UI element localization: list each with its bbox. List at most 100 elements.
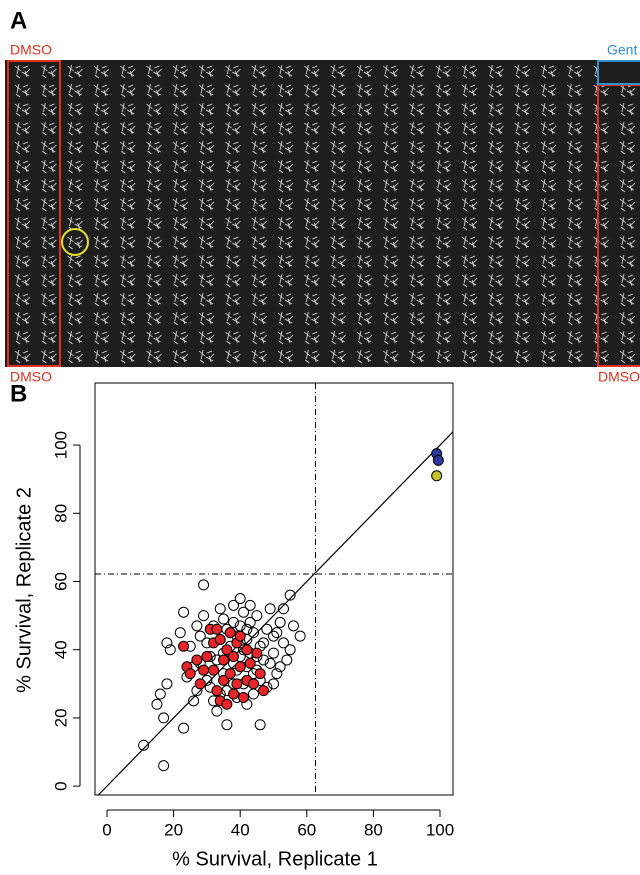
point xyxy=(221,698,233,710)
point xyxy=(211,623,223,635)
point xyxy=(287,620,299,632)
point xyxy=(274,616,286,628)
x-tick-label: 20 xyxy=(164,820,183,839)
point xyxy=(431,470,443,482)
point xyxy=(258,654,270,666)
point xyxy=(178,606,190,618)
point xyxy=(234,630,246,642)
point xyxy=(254,668,266,680)
point xyxy=(224,668,236,680)
point xyxy=(161,678,173,690)
point xyxy=(198,664,210,676)
gent-box xyxy=(597,60,640,85)
point xyxy=(274,661,286,673)
panel-label: B xyxy=(10,380,27,407)
point xyxy=(154,688,166,700)
point xyxy=(218,674,230,686)
point xyxy=(264,657,276,669)
point xyxy=(284,644,296,656)
point xyxy=(228,688,240,700)
point xyxy=(281,654,293,666)
point xyxy=(211,685,223,697)
y-tick-label: 100 xyxy=(51,431,70,459)
identity-line xyxy=(97,431,454,796)
point xyxy=(198,610,210,622)
point xyxy=(432,454,444,466)
point xyxy=(268,678,280,690)
y-tick-label: 60 xyxy=(51,572,70,591)
y-tick-label: 40 xyxy=(51,640,70,659)
point xyxy=(264,603,276,615)
point xyxy=(234,661,246,673)
point xyxy=(248,627,260,639)
highlight-circle xyxy=(61,228,89,256)
worm-wells xyxy=(5,60,640,367)
x-tick-label: 40 xyxy=(231,820,250,839)
point xyxy=(158,712,170,724)
point xyxy=(268,630,280,642)
x-axis-title: % Survival, Replicate 1 xyxy=(172,848,378,870)
point xyxy=(244,616,256,628)
point xyxy=(268,647,280,659)
point xyxy=(191,654,203,666)
point xyxy=(184,668,196,680)
point xyxy=(218,613,230,625)
point xyxy=(228,651,240,663)
x-tick-label: 100 xyxy=(426,820,454,839)
point xyxy=(221,644,233,656)
point xyxy=(224,627,236,639)
y-axis-title: % Survival, Replicate 2 xyxy=(13,487,35,693)
x-tick-label: 80 xyxy=(364,820,383,839)
plot-frame xyxy=(94,382,454,796)
x-tick-label: 0 xyxy=(102,820,111,839)
point xyxy=(241,623,253,635)
point xyxy=(194,678,206,690)
point xyxy=(271,668,283,680)
point xyxy=(178,722,190,734)
point xyxy=(251,647,263,659)
point xyxy=(244,599,256,611)
point xyxy=(238,691,250,703)
well-label: DMSO xyxy=(598,369,640,385)
x-tick-label: 60 xyxy=(297,820,316,839)
point xyxy=(258,685,270,697)
point xyxy=(138,739,150,751)
point xyxy=(164,644,176,656)
point xyxy=(231,678,243,690)
point xyxy=(161,637,173,649)
point xyxy=(228,616,240,628)
point xyxy=(211,705,223,717)
point xyxy=(277,637,289,649)
point xyxy=(241,644,253,656)
well-label: DMSO xyxy=(10,369,52,385)
point xyxy=(244,657,256,669)
point xyxy=(218,654,230,666)
point xyxy=(234,593,246,605)
point xyxy=(174,627,186,639)
well-label: DMSO xyxy=(10,42,52,58)
point xyxy=(271,627,283,639)
point xyxy=(228,599,240,611)
y-tick-label: 80 xyxy=(51,504,70,523)
point xyxy=(277,603,289,615)
well-label: Gent xyxy=(607,42,637,58)
point xyxy=(191,620,203,632)
panel-label: A xyxy=(10,7,27,34)
point xyxy=(151,698,163,710)
point xyxy=(294,630,306,642)
point xyxy=(248,678,260,690)
point xyxy=(178,640,190,652)
point xyxy=(214,603,226,615)
point xyxy=(238,606,250,618)
point xyxy=(284,589,296,601)
point xyxy=(214,633,226,645)
point xyxy=(188,695,200,707)
point xyxy=(208,664,220,676)
point xyxy=(158,760,170,772)
y-tick-label: 0 xyxy=(51,781,70,790)
point xyxy=(258,637,270,649)
point xyxy=(254,719,266,731)
point xyxy=(221,719,233,731)
